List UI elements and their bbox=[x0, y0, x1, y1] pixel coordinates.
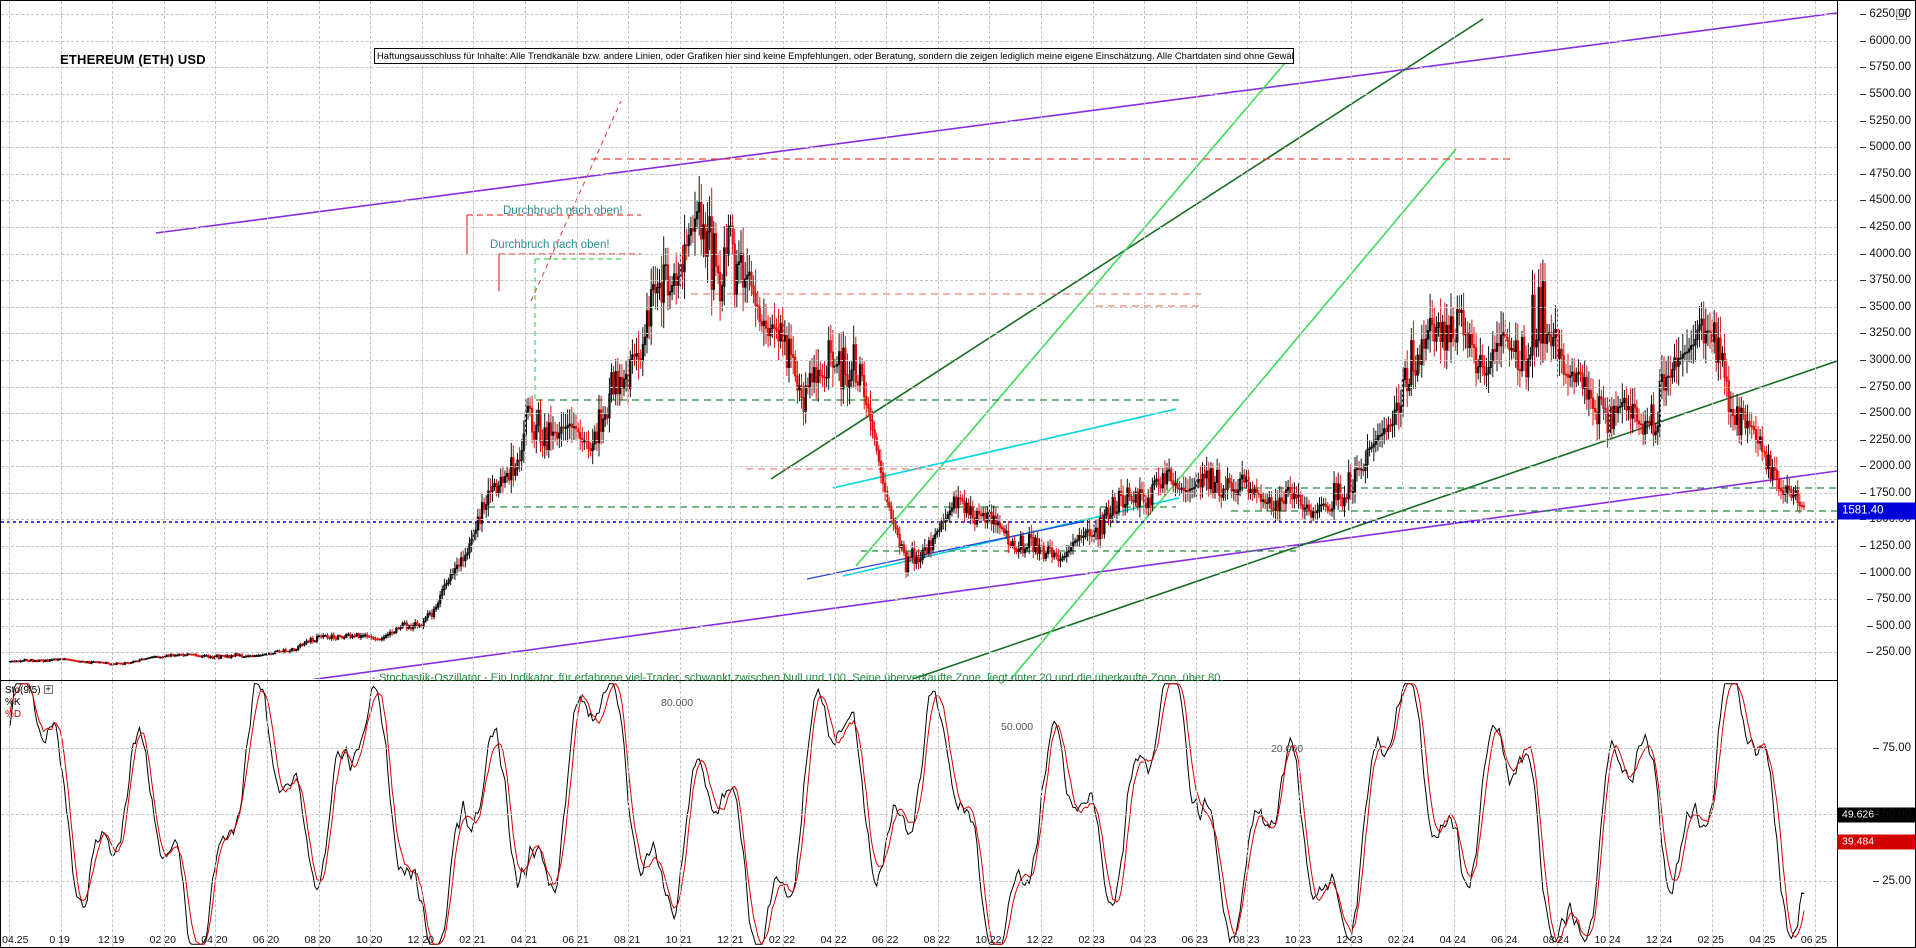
x-axis-tick: 12 19 bbox=[98, 934, 125, 946]
oscillator-level-20-label: 20.000 bbox=[1271, 743, 1304, 755]
y-axis-tick: 6000.00 bbox=[1860, 35, 1911, 47]
annotation-oscillator-note: - Stochastik-Oszillator - Ein Indikator,… bbox=[372, 672, 1224, 684]
y-axis-tick: 5500.00 bbox=[1860, 88, 1911, 100]
x-axis-tick: 10 24 bbox=[1594, 934, 1621, 946]
oscillator-y-axis-tick: 25.00 bbox=[1873, 875, 1911, 887]
x-axis-tick: 06 23 bbox=[1181, 934, 1208, 946]
y-axis-tick: 750.00 bbox=[1866, 593, 1911, 605]
y-axis-tick: 5250.00 bbox=[1860, 115, 1911, 127]
y-axis-tick: 4000.00 bbox=[1860, 248, 1911, 260]
x-axis-tick: 06 25 bbox=[1800, 934, 1828, 946]
x-axis-tick: 08 23 bbox=[1233, 934, 1260, 946]
x-axis-tick: 04 23 bbox=[1130, 934, 1157, 946]
x-axis-tick: 08 24 bbox=[1542, 934, 1570, 946]
y-axis[interactable]: − 6250.00 6000.00 5750.00 5500.00 5250.00 500… bbox=[1837, 0, 1916, 948]
x-axis-tick: 12 21 bbox=[717, 934, 744, 946]
x-axis-tick: 18.04.25 bbox=[0, 934, 29, 946]
y-axis-tick: 4250.00 bbox=[1860, 221, 1911, 233]
x-axis-tick: 06 21 bbox=[562, 934, 589, 946]
indicator-name: Sto(9/5) bbox=[5, 685, 41, 696]
x-axis-tick: 08 20 bbox=[304, 934, 331, 946]
x-axis-tick: 02 20 bbox=[149, 934, 176, 946]
y-axis-tick: 1000.00 bbox=[1860, 567, 1911, 579]
price-series-canvas bbox=[1, 12, 1837, 679]
disclaimer-text: Haftungsausschluss für Inhalte: Alle Tre… bbox=[374, 48, 1294, 64]
x-axis-tick: 02 22 bbox=[768, 934, 796, 946]
x-axis-tick: 0 19 bbox=[49, 934, 70, 946]
x-axis-tick: 12 20 bbox=[407, 934, 434, 946]
x-axis-tick: 02 25 bbox=[1697, 934, 1724, 946]
y-axis-tick: 2500.00 bbox=[1860, 407, 1911, 419]
stochastic-oscillator-pane[interactable]: Sto(9/5) + %K %D 80.000 50.000 20.000 bbox=[0, 680, 1838, 948]
y-axis-tick: 3500.00 bbox=[1860, 301, 1911, 313]
x-axis-tick: 12 23 bbox=[1336, 934, 1363, 946]
x-axis-tick: 10 22 bbox=[975, 934, 1002, 946]
oscillator-level-50-label: 50.000 bbox=[1001, 721, 1034, 733]
y-axis-tick: 6250.00 bbox=[1860, 8, 1911, 20]
oscillator-level-80-label: 80.000 bbox=[661, 697, 694, 709]
y-axis-tick: 5000.00 bbox=[1860, 141, 1911, 153]
annotation-breakout-upper: Durchbruch nach oben! bbox=[503, 205, 623, 217]
indicator-k-label: %K bbox=[5, 697, 21, 708]
x-axis-tick: 04 24 bbox=[1439, 934, 1466, 946]
x-axis-tick: 04 20 bbox=[201, 934, 228, 946]
oscillator-legend: Sto(9/5) + %K %D bbox=[5, 685, 53, 721]
x-axis-tick: 08 21 bbox=[614, 934, 641, 946]
oscillator-y-axis-tick: 75.00 bbox=[1873, 742, 1911, 754]
indicator-d-label: %D bbox=[5, 709, 22, 720]
annotation-breakout-lower: Durchbruch nach oben! bbox=[490, 239, 610, 251]
x-axis-tick: 10 21 bbox=[665, 934, 692, 946]
x-axis-tick: 02 21 bbox=[459, 934, 486, 946]
y-axis-tick: 2000.00 bbox=[1860, 460, 1911, 472]
y-axis-tick: 5750.00 bbox=[1860, 61, 1911, 73]
y-axis-tick: 3750.00 bbox=[1860, 274, 1911, 286]
x-axis[interactable]: 18.04.25 0 19 12 19 02 20 04 20 06 20 08 20 10 … bbox=[0, 912, 1838, 948]
oscillator-d-value-tag: 39.484 bbox=[1837, 834, 1915, 850]
x-axis-tick: 10 20 bbox=[356, 934, 383, 946]
x-axis-tick: 04 22 bbox=[820, 934, 847, 946]
x-axis-tick: 12 24 bbox=[1646, 934, 1673, 946]
x-axis-tick: 08 22 bbox=[923, 934, 950, 946]
x-axis-tick: 06 24 bbox=[1491, 934, 1518, 946]
y-axis-tick: 4500.00 bbox=[1860, 194, 1911, 206]
y-axis-tick: 250.00 bbox=[1866, 646, 1911, 658]
y-axis-tick: 3000.00 bbox=[1860, 354, 1911, 366]
y-axis-tick: 3250.00 bbox=[1860, 327, 1911, 339]
x-axis-tick: 06 22 bbox=[872, 934, 899, 946]
x-axis-tick: 02 24 bbox=[1388, 934, 1415, 946]
price-chart-pane[interactable] bbox=[0, 0, 1838, 680]
minus-icon[interactable]: − bbox=[1896, 9, 1907, 20]
y-axis-tick: 4750.00 bbox=[1860, 168, 1911, 180]
current-price-tag: 1581.40 bbox=[1837, 502, 1915, 520]
x-axis-tick: 04 21 bbox=[510, 934, 538, 946]
x-axis-tick: 02 23 bbox=[1078, 934, 1105, 946]
page-title: ETHEREUM (ETH) USD bbox=[60, 52, 206, 67]
y-axis-tick: 500.00 bbox=[1866, 620, 1911, 632]
x-axis-tick: 12 22 bbox=[1026, 934, 1054, 946]
x-axis-tick: 10 23 bbox=[1284, 934, 1312, 946]
y-axis-tick: 1250.00 bbox=[1860, 540, 1911, 552]
oscillator-y-axis-tick: 50.00 bbox=[1873, 808, 1911, 820]
x-axis-tick: 06 20 bbox=[252, 934, 280, 946]
oscillator-canvas bbox=[9, 683, 1805, 946]
y-axis-tick: 2750.00 bbox=[1860, 381, 1911, 393]
plus-box-icon[interactable]: + bbox=[43, 684, 53, 694]
y-axis-tick: 2250.00 bbox=[1860, 434, 1911, 446]
x-axis-tick: 04 25 bbox=[1749, 934, 1776, 946]
y-axis-tick: 1750.00 bbox=[1860, 487, 1911, 499]
